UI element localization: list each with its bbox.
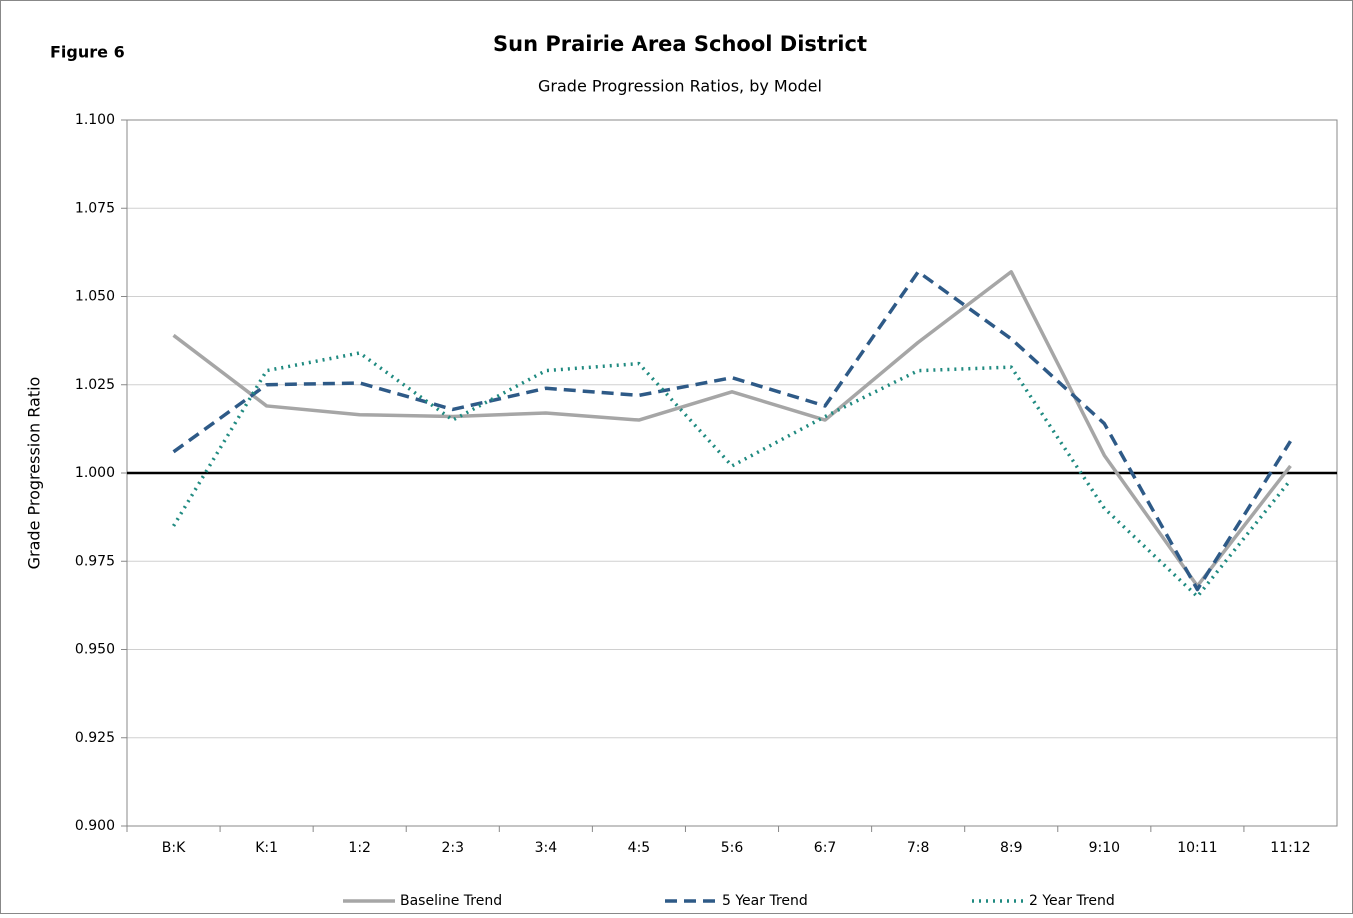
series-line xyxy=(172,270,1292,592)
y-tick-label: 1.050 xyxy=(75,289,115,305)
y-axis-label: Grade Progression Ratio xyxy=(25,377,44,570)
x-tick-label: 3:4 xyxy=(535,840,558,856)
figure-label: Figure 6 xyxy=(50,43,125,62)
y-tick-label: 0.975 xyxy=(75,553,115,569)
x-tick-label: 1:2 xyxy=(348,840,371,856)
y-tick-label: 0.925 xyxy=(75,730,115,746)
y-tick-label: 0.950 xyxy=(75,642,115,658)
y-tick-label: 1.000 xyxy=(75,465,115,481)
legend-label: 2 Year Trend xyxy=(1029,893,1115,909)
x-tick-label: B:K xyxy=(162,840,186,856)
x-tick-label: 5:6 xyxy=(721,840,744,856)
y-tick-label: 1.025 xyxy=(75,377,115,393)
x-tick-label: 10:11 xyxy=(1177,840,1217,856)
chart-title: Sun Prairie Area School District xyxy=(493,32,867,56)
y-tick-label: 0.900 xyxy=(75,818,115,834)
x-tick-label: 6:7 xyxy=(814,840,837,856)
x-tick-label: 9:10 xyxy=(1089,840,1120,856)
chart-subtitle: Grade Progression Ratios, by Model xyxy=(538,77,822,96)
x-tick-label: 7:8 xyxy=(907,840,930,856)
x-tick-label: 8:9 xyxy=(1000,840,1023,856)
y-tick-label: 1.075 xyxy=(75,200,115,216)
series-line xyxy=(172,270,1292,588)
x-tick-label: 2:3 xyxy=(442,840,465,856)
x-tick-label: K:1 xyxy=(255,840,278,856)
x-tick-label: 4:5 xyxy=(628,840,651,856)
legend-label: Baseline Trend xyxy=(400,893,502,909)
y-tick-label: 1.100 xyxy=(75,112,115,128)
legend-label: 5 Year Trend xyxy=(722,893,808,909)
x-tick-label: 11:12 xyxy=(1270,840,1310,856)
